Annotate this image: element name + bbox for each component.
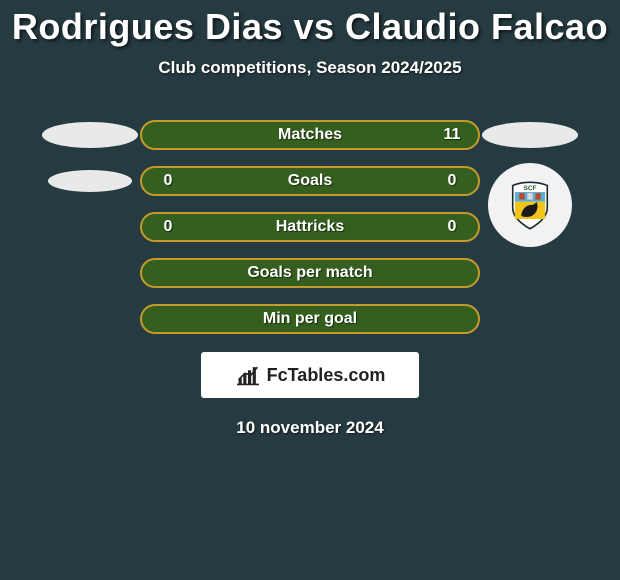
crest-scf-text: SCF [524, 185, 537, 192]
stat-row: 0 Goals 0 SCF [0, 166, 620, 196]
stat-right-value: 11 [438, 126, 466, 144]
stat-row: 0 Hattricks 0 [0, 212, 620, 242]
stat-label: Goals [182, 172, 438, 190]
stat-left-value: 0 [154, 218, 182, 236]
stat-label: Goals per match [182, 264, 438, 282]
player-left-badge [40, 170, 140, 192]
watermark-chart-icon [235, 364, 261, 386]
stat-pill-matches: Matches 11 [140, 120, 480, 150]
stat-pill-mpg: Min per goal [140, 304, 480, 334]
season-subtitle: Club competitions, Season 2024/2025 [0, 58, 620, 78]
stats-container: Matches 11 0 Goals 0 SCF [0, 120, 620, 334]
generated-date: 10 november 2024 [0, 418, 620, 438]
stat-label: Hattricks [182, 218, 438, 236]
stat-right-value: 0 [438, 172, 466, 190]
watermark-text: FcTables.com [267, 365, 386, 386]
stat-pill-hattricks: 0 Hattricks 0 [140, 212, 480, 242]
player-left-ellipse [42, 122, 138, 148]
stat-row: Goals per match [0, 258, 620, 288]
player-left-badge [40, 122, 140, 148]
stat-pill-gpm: Goals per match [140, 258, 480, 288]
fctables-watermark: FcTables.com [201, 352, 419, 398]
stat-left-value: 0 [154, 172, 182, 190]
stat-label: Min per goal [182, 310, 438, 328]
player-left-ellipse-sm [48, 170, 132, 192]
stat-row: Min per goal [0, 304, 620, 334]
stat-pill-goals: 0 Goals 0 [140, 166, 480, 196]
stat-right-value: 0 [438, 218, 466, 236]
comparison-title: Rodrigues Dias vs Claudio Falcao [0, 0, 620, 48]
player-right-badge: SCF [480, 139, 580, 223]
stat-label: Matches [182, 126, 438, 144]
